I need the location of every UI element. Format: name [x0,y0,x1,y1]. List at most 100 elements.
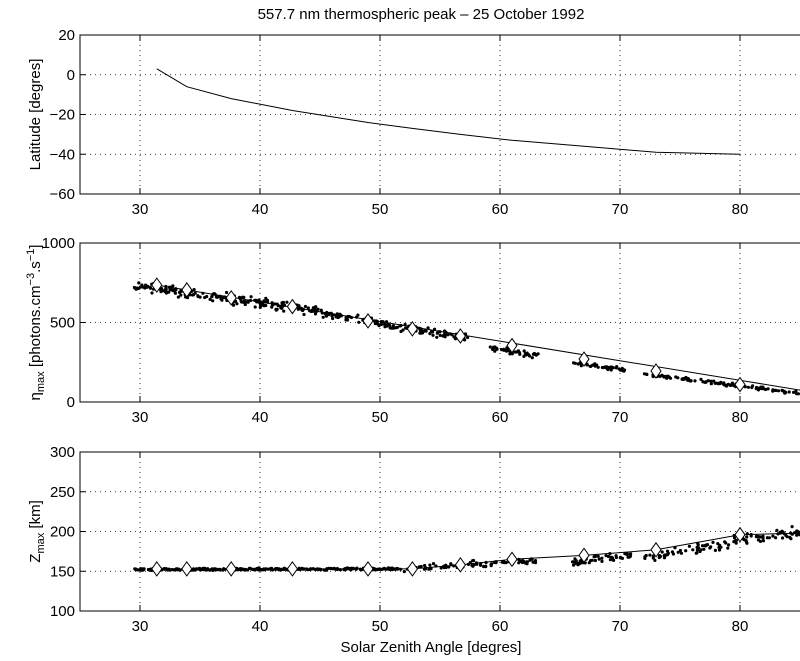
scatter-point [402,570,406,574]
scatter-point [678,548,683,553]
scatter-point [642,372,647,376]
scatter-point [695,551,699,555]
scatter-point [693,379,697,383]
scatter-point [466,335,470,340]
scatter-point [431,562,436,566]
scatter-point [327,313,331,317]
diamond-marker [181,282,193,298]
scatter-point [530,356,534,360]
scatter-point [597,557,601,561]
scatter-point [385,324,389,328]
y-tick-label: 200 [50,524,75,541]
scatter-point [231,303,236,307]
x-tick-label: 50 [372,201,389,218]
scatter-point [285,300,289,304]
scatter-point [524,561,528,565]
scatter-point [196,294,200,298]
y-tick-label: 150 [50,563,75,580]
scatter-point [729,383,734,387]
scatter-point [426,326,430,330]
y-tick-label: 100 [50,603,75,620]
x-tick-label: 60 [492,201,509,218]
scatter-point [686,378,690,382]
scatter-point [774,388,778,393]
scatter-point [435,335,439,339]
scatter-point [524,353,528,357]
diamond-marker [225,289,237,306]
scatter-point [422,329,426,333]
scatter-point [259,303,263,307]
scatter-point [600,559,604,564]
scatter-point [663,553,667,557]
scatter-point [665,549,670,553]
scatter-point [383,322,387,326]
scatter-point [609,368,613,372]
scatter-point [726,546,730,550]
scatter-point [160,287,164,291]
scatter-point [510,352,514,356]
scatter-point [502,561,506,565]
scatter-point [709,545,713,549]
scatter-point [702,547,706,551]
scatter-point [596,365,600,369]
scatter-point [585,363,589,367]
scatter-point [606,554,611,559]
scatter-point [766,387,770,391]
scatter-point [588,364,592,368]
scatter-point [600,556,604,560]
scatter-point [282,309,286,313]
scatter-point [274,307,278,311]
x-tick-label: 30 [132,618,149,635]
diamond-marker [406,561,419,577]
scatter-point [660,550,664,554]
scatter-point [533,561,538,565]
scatter-point [719,380,723,384]
latitude-line [156,68,741,155]
x-tick-label: 80 [732,618,749,635]
scatter-point [331,316,335,321]
scatter-point [191,293,195,297]
y-tick-label: 0 [67,394,75,411]
scatter-point [600,365,605,370]
scatter-point [321,315,325,319]
figure-title: 557.7 nm thermospheric peak – 25 October… [258,6,585,23]
diamond-marker [578,547,590,564]
scatter-point [653,558,657,563]
diamond-marker [650,363,662,379]
scatter-point [531,560,535,564]
scatter-point [648,553,652,557]
scatter-point [771,534,775,538]
scatter-point [431,333,435,337]
scatter-point [712,379,716,383]
scatter-point [176,295,180,299]
scatter-point [716,542,720,546]
scatter-point [211,299,215,303]
scatter-point [241,295,245,299]
scatter-point [208,297,212,301]
scatter-point [311,306,315,310]
diamond-marker [286,561,299,577]
scatter-point [146,568,151,572]
scatter-point [576,362,580,366]
scatter-point [443,335,447,339]
x-tick-label: 40 [252,409,269,426]
scatter-point [767,536,772,540]
scatter-point [725,384,729,388]
scatter-point [787,390,791,394]
scatter-point [572,361,576,365]
scatter-point [214,295,218,299]
scatter-point [679,551,684,555]
scatter-point [755,385,759,390]
scatter-point [243,300,247,304]
scatter-point [134,287,138,291]
z-max-panel: 30 40 50 60 70 80 300 250 200 150 100 Zmax [km] [27,444,800,635]
latitude-panel: 30 40 50 60 70 80 20 0 −20 −40 −60 Latitude [degres… [27,27,800,218]
scatter-point [574,559,578,563]
scatter-point [471,559,475,563]
scatter-point [612,558,616,563]
scatter-point [532,351,537,356]
scatter-point [761,536,765,540]
scatter-point [253,305,257,309]
x-tick-label: 70 [612,201,629,218]
scatter-point [478,563,483,567]
